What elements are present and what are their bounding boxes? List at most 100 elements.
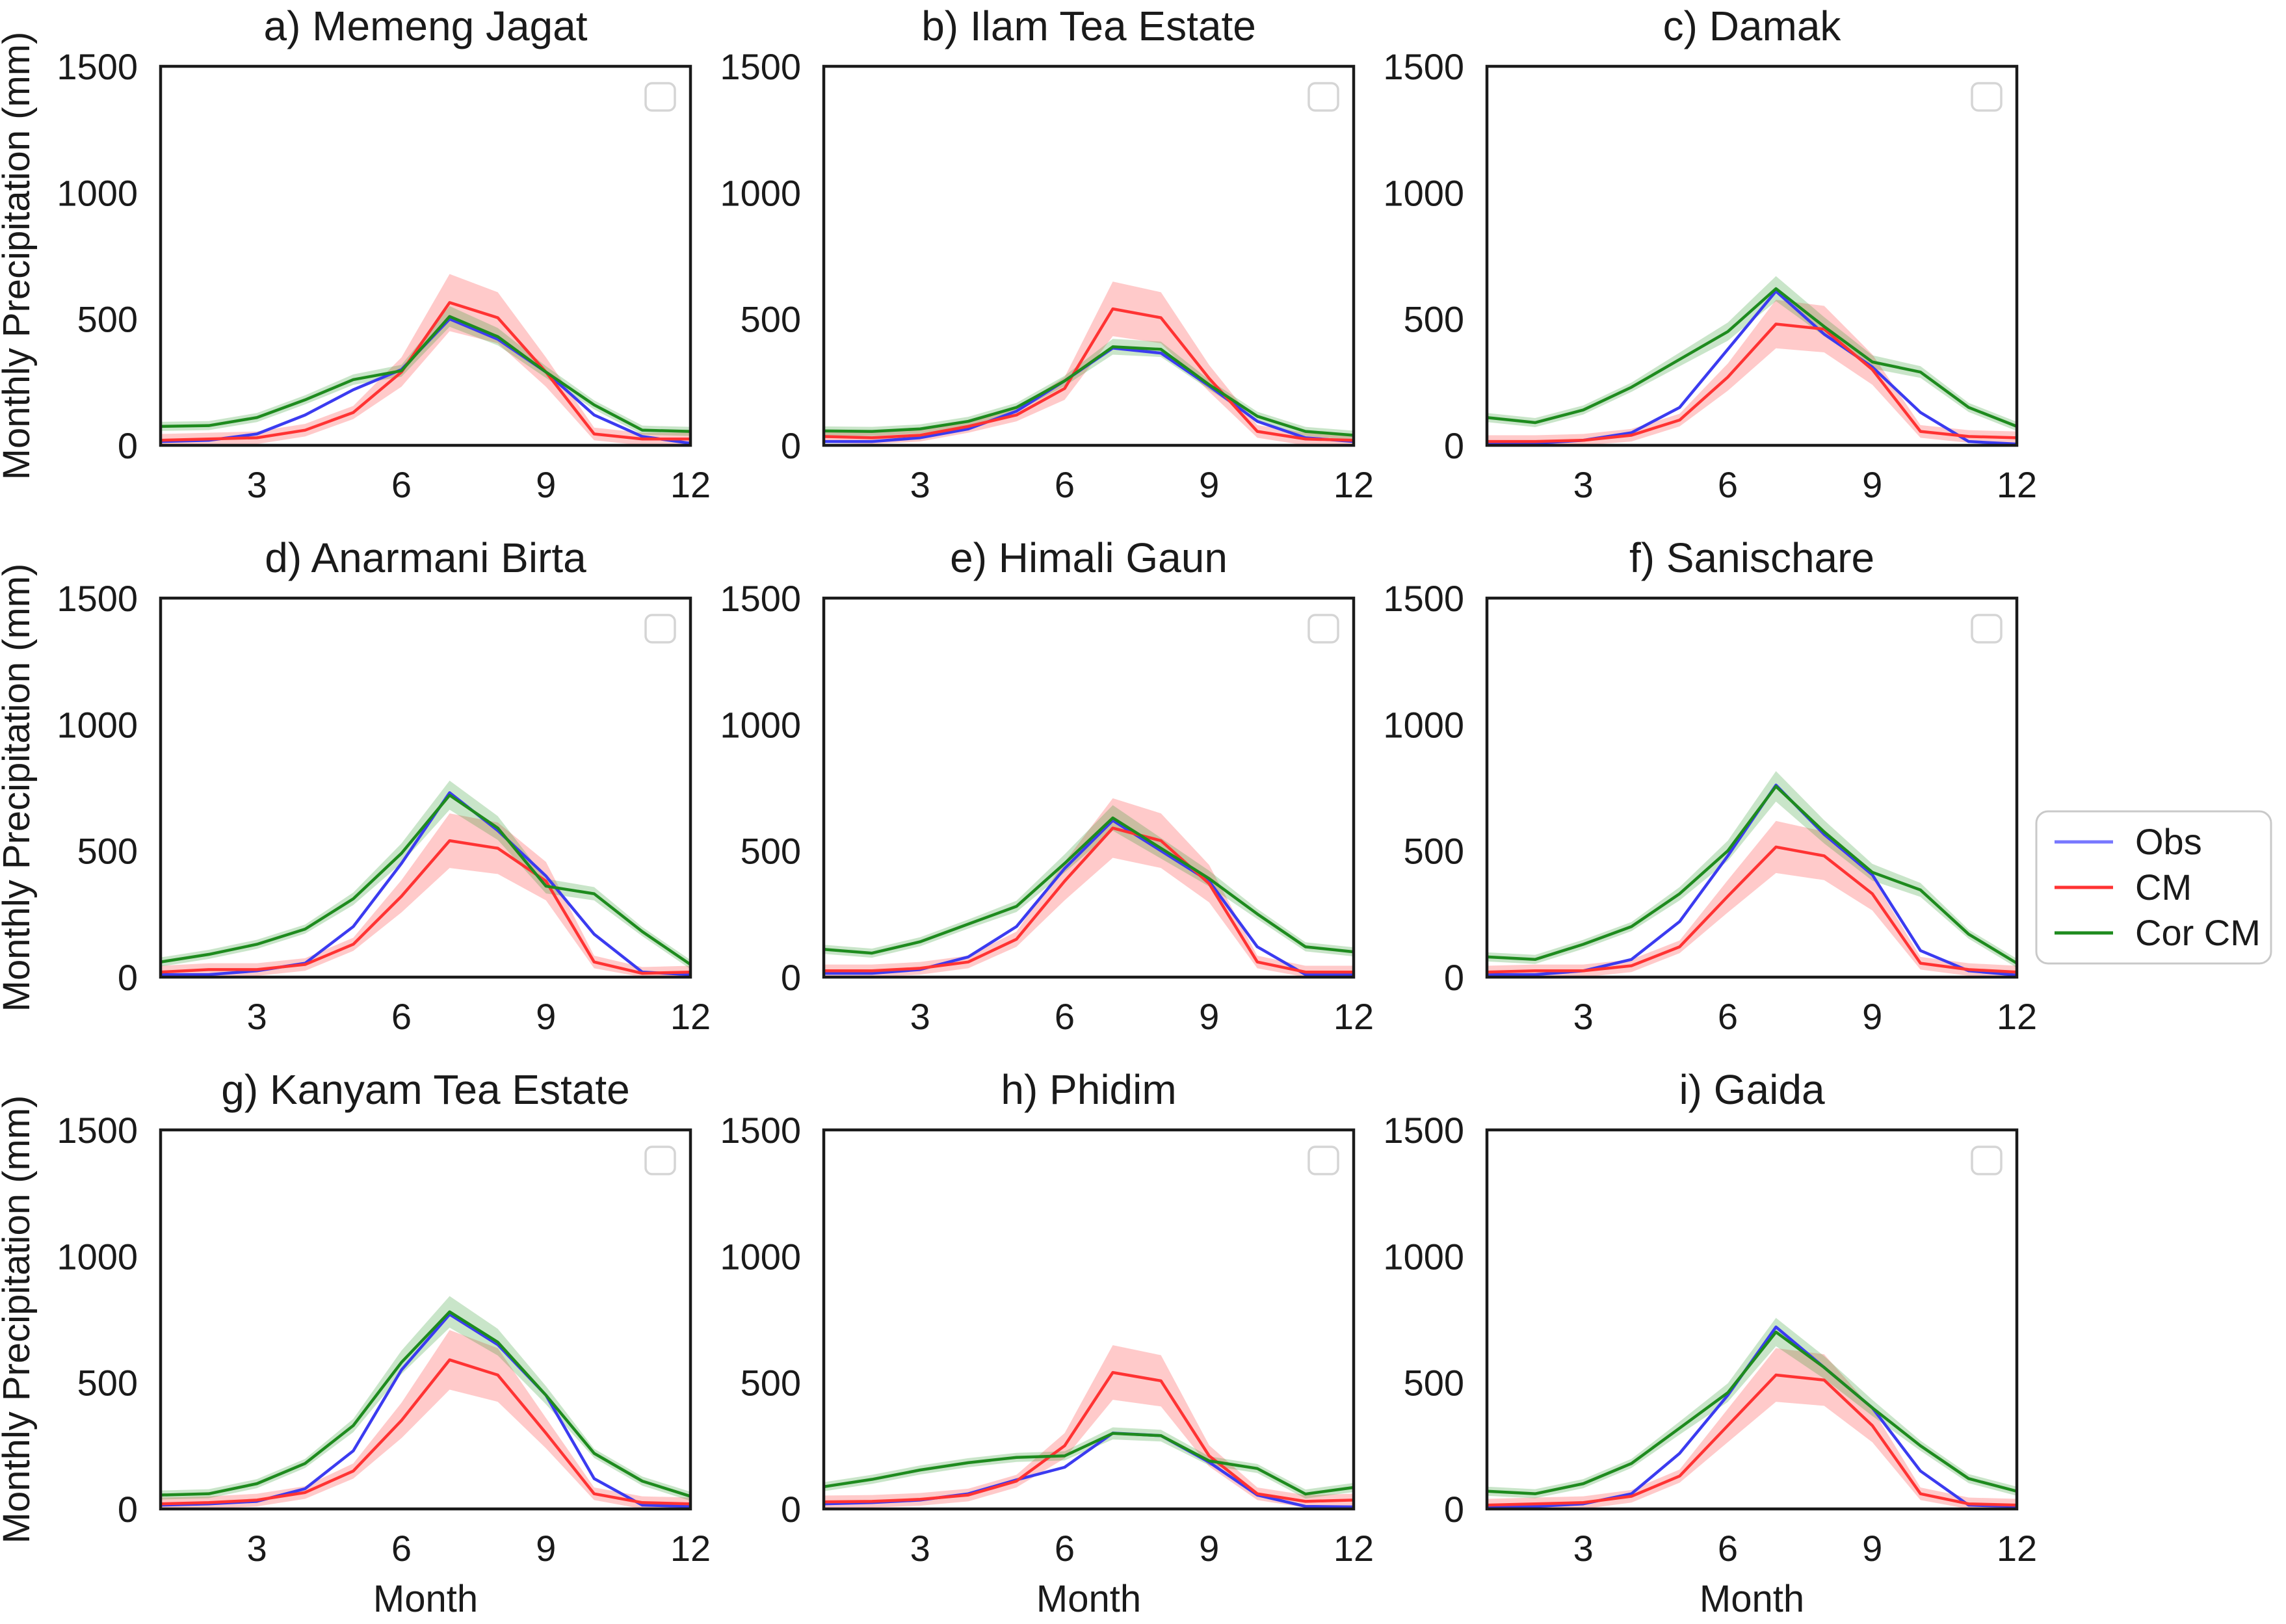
cor_cm-uncertainty-band	[824, 805, 1354, 958]
cor_cm-line	[160, 315, 691, 433]
empty-legend-box	[1307, 614, 1339, 644]
x-axis-label: Month	[1700, 1578, 1804, 1620]
y-tick-label: 1500	[57, 1110, 138, 1151]
x-tick-label: 3	[1573, 464, 1594, 505]
y-tick-label: 1000	[57, 1236, 138, 1277]
y-axis-label: Monthly Precipitation (mm)	[0, 564, 38, 1012]
x-tick-label: 6	[1718, 464, 1738, 505]
empty-legend-box	[1307, 82, 1339, 112]
panel-b: b) Ilam Tea Estate 0 500 1000 1500 3 6 9 12	[720, 3, 1374, 505]
x-tick-label: 12	[1997, 1528, 2037, 1569]
cm-line	[160, 839, 691, 975]
cor_cm-line	[823, 816, 1354, 955]
panel-e: e) Himali Gaun 0 500 1000 1500 3 6 9 12	[720, 534, 1374, 1037]
panel-title: d) Anarmani Birta	[265, 534, 586, 581]
y-tick-label: 0	[781, 425, 801, 466]
empty-legend-box	[644, 82, 676, 112]
y-tick-label: 0	[1444, 425, 1464, 466]
panel-title: c) Damak	[1663, 3, 1842, 49]
y-tick-label: 1500	[720, 578, 801, 619]
panel-title: b) Ilam Tea Estate	[921, 3, 1256, 49]
cm-line	[1486, 1373, 2017, 1507]
legend-label-cor_cm: Cor CM	[2135, 912, 2261, 953]
x-tick-label: 3	[910, 996, 930, 1037]
cor_cm-line	[823, 345, 1354, 437]
y-tick-label: 0	[781, 1489, 801, 1530]
y-tick-label: 0	[1444, 957, 1464, 998]
plot-box	[822, 596, 1356, 979]
cm-uncertainty-band	[161, 813, 690, 977]
x-tick-label: 6	[1055, 996, 1075, 1037]
y-tick-label: 1000	[1383, 1236, 1464, 1277]
x-tick-label: 9	[536, 1528, 556, 1569]
x-tick-label: 12	[670, 996, 711, 1037]
y-tick-label: 1000	[57, 172, 138, 213]
x-tick-label: 6	[391, 464, 412, 505]
x-tick-label: 3	[910, 464, 930, 505]
y-tick-label: 0	[781, 957, 801, 998]
y-axis-label: Monthly Precipitation (mm)	[0, 32, 38, 480]
plot-box	[822, 64, 1356, 447]
y-tick-label: 1500	[720, 46, 801, 87]
cor_cm-line	[823, 1432, 1354, 1496]
cm-line	[824, 826, 1354, 974]
plot-box	[1485, 64, 2019, 447]
y-tick-label: 1500	[720, 1110, 801, 1151]
y-tick-label: 500	[741, 299, 801, 340]
x-tick-label: 12	[1334, 1528, 1374, 1569]
cm-uncertainty-band	[824, 1345, 1354, 1508]
legend-label-obs: Obs	[2135, 821, 2202, 862]
y-tick-label: 1000	[720, 704, 801, 745]
y-tick-label: 1000	[720, 1236, 801, 1277]
y-tick-label: 0	[118, 957, 138, 998]
cor_cm-uncertainty-band	[824, 1427, 1354, 1499]
cm-line	[160, 1358, 691, 1506]
panel-title: i) Gaida	[1679, 1066, 1825, 1113]
y-tick-label: 0	[1444, 1489, 1464, 1530]
panel-title: a) Memeng Jagat	[263, 3, 587, 49]
cor_cm-uncertainty-band	[161, 780, 690, 969]
plot-box	[159, 1128, 692, 1511]
cor_cm-line	[160, 1310, 691, 1498]
y-tick-label: 500	[741, 1363, 801, 1404]
cor_cm-line	[1486, 785, 2018, 965]
x-tick-label: 3	[910, 1528, 930, 1569]
y-tick-label: 1000	[720, 172, 801, 213]
y-tick-label: 1000	[1383, 704, 1464, 745]
empty-legend-box	[644, 1146, 676, 1175]
y-axis-label: Monthly Precipitation (mm)	[0, 1095, 38, 1544]
y-tick-label: 1500	[1383, 578, 1464, 619]
x-tick-label: 9	[1862, 464, 1882, 505]
y-tick-label: 500	[1404, 1363, 1464, 1404]
empty-legend-box	[644, 614, 676, 644]
x-tick-label: 3	[247, 996, 267, 1037]
cor_cm-line	[1486, 1330, 2017, 1495]
cor_cm-uncertainty-band	[1487, 771, 2017, 968]
empty-legend-box	[1971, 1146, 2003, 1175]
cm-uncertainty-band	[1487, 820, 2017, 977]
panel-title: f) Sanischare	[1629, 534, 1874, 581]
x-tick-label: 9	[1199, 996, 1219, 1037]
y-tick-label: 1500	[57, 578, 138, 619]
empty-legend-box	[1971, 82, 2003, 112]
x-tick-label: 9	[536, 996, 556, 1037]
x-tick-label: 12	[1334, 464, 1374, 505]
panel-c: c) Damak 0 500 1000 1500 3 6 9 12	[1383, 3, 2037, 505]
plot-box	[822, 1128, 1356, 1511]
panel-title: h) Phidim	[1001, 1066, 1176, 1113]
x-tick-label: 12	[1997, 464, 2037, 505]
cm-line	[1486, 845, 2017, 974]
x-tick-label: 3	[1573, 1528, 1594, 1569]
y-tick-label: 1000	[1383, 172, 1464, 213]
panel-g: g) Kanyam Tea Estate 0 500 1000 1500 3 6 9 12 Mon…	[0, 1066, 711, 1620]
y-tick-label: 500	[1404, 831, 1464, 872]
x-tick-label: 6	[1055, 464, 1075, 505]
x-axis-label: Month	[1036, 1578, 1141, 1620]
x-tick-label: 3	[1573, 996, 1594, 1037]
y-tick-label: 0	[118, 1489, 138, 1530]
y-tick-label: 1500	[1383, 46, 1464, 87]
x-tick-label: 9	[536, 464, 556, 505]
panel-title: g) Kanyam Tea Estate	[221, 1066, 630, 1113]
cm-line	[160, 301, 690, 442]
